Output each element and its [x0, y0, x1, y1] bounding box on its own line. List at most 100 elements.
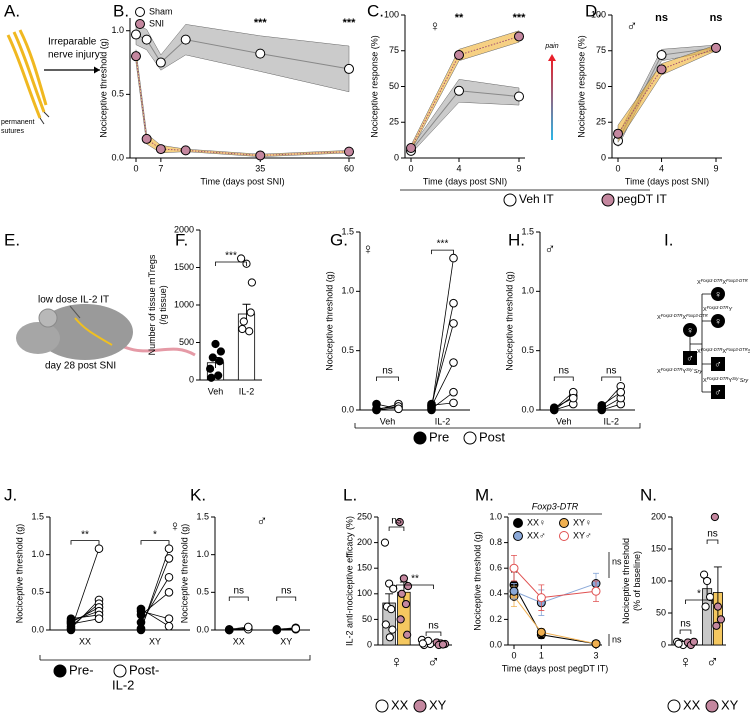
significance-bracket	[276, 596, 297, 601]
significance-bracket	[706, 539, 719, 544]
x-tick-label: 3	[593, 650, 598, 660]
x-tick-label: Veh	[380, 416, 396, 426]
y-tick-label: 0	[189, 374, 194, 384]
point	[656, 64, 667, 75]
pair-line	[140, 592, 170, 616]
y-tick-label: 1.0	[111, 25, 124, 35]
significance-bracket	[396, 584, 434, 589]
legend-label: XY	[721, 697, 739, 712]
sex-symbol: ♀	[714, 317, 722, 328]
sex-symbol: ♂	[544, 241, 555, 258]
y-tick-label: 0.8	[489, 537, 502, 547]
x-tick-label: 4	[456, 163, 461, 173]
note: sutures	[1, 128, 24, 135]
y-axis-title: Number of tissue mTregs	[147, 254, 157, 355]
y-tick-label: 0.5	[31, 587, 44, 597]
x-tick-label: 4	[659, 163, 664, 173]
point	[406, 142, 416, 153]
y-axis-title: IL-2 anti-nociceptive efficacy (%)	[344, 516, 354, 646]
point	[449, 298, 458, 308]
point	[372, 399, 381, 409]
legend-marker	[513, 531, 523, 541]
y-tick-label: 1.5	[196, 511, 209, 521]
y-tick-label: 1.5	[521, 226, 534, 236]
legend-label: Pre-	[69, 662, 94, 677]
genotype-sup: Foxp3-DTR	[661, 313, 683, 318]
y-tick-label: 0	[367, 639, 372, 649]
error-band	[135, 23, 350, 93]
point	[238, 324, 247, 334]
x-tick-label: 0	[133, 163, 138, 173]
x-axis-title: Time (days post SNI)	[625, 176, 709, 186]
x-tick-label: XX	[79, 636, 91, 646]
y-tick-label: 1.0	[31, 549, 44, 559]
panel-a: A. Irreparable nerve injury permanent su…	[1, 1, 100, 135]
genotype-sup: Foxp3-DTR	[686, 313, 708, 318]
x-tick-label: 9	[713, 163, 718, 173]
point	[246, 308, 255, 317]
significance: ns	[281, 586, 292, 597]
point	[395, 518, 404, 527]
genotype-base: X	[697, 349, 701, 355]
point	[394, 404, 403, 414]
point	[549, 403, 559, 412]
point	[94, 614, 104, 624]
y-axis-title: Nociceptive threshold (g)	[14, 524, 24, 624]
y-tick-label: 1.0	[489, 511, 502, 521]
label: low dose IL-2 IT	[38, 295, 109, 306]
legend-marker	[559, 531, 569, 541]
pair-line	[140, 577, 170, 623]
point	[245, 327, 254, 336]
x-tick-label: Veh	[556, 416, 572, 426]
genotype-sup: Foxp3-DTR	[726, 278, 748, 283]
sex-symbol: ♂	[714, 360, 722, 371]
y-axis-title: Nociceptive threshold (g)	[179, 524, 189, 624]
genotype-base: Y	[682, 369, 686, 375]
y-axis-title: Nociceptive threshold (g)	[472, 531, 482, 631]
annotation: pain	[544, 43, 558, 50]
female-icon	[683, 323, 697, 337]
x-tick-label: IL-2	[239, 386, 255, 396]
legend-label: XX	[683, 697, 701, 712]
x-tick-label: 0	[408, 163, 413, 173]
pair-line	[140, 608, 170, 627]
sex-symbol: ♀	[362, 241, 373, 258]
significance: ns	[710, 12, 723, 24]
legend-marker	[559, 518, 569, 528]
genotype-base: X	[703, 378, 707, 384]
pair-line	[70, 599, 100, 629]
y-tick-label: 1000	[174, 299, 194, 309]
genotype-label: XFoxp3-DTRXFoxp3-DTR	[657, 313, 708, 322]
y-tick-label: 100	[651, 575, 666, 585]
y-tick-label: 100	[591, 9, 606, 19]
panel-letter: M.	[475, 485, 494, 504]
genotype-sup: Sry-	[732, 376, 740, 381]
y-tick-label: 25	[596, 117, 606, 127]
pain-arrow-head	[548, 54, 556, 61]
legend-label: Post	[479, 429, 505, 444]
point	[215, 357, 224, 366]
point	[247, 278, 256, 287]
panel-letter: C.	[367, 1, 384, 20]
point	[272, 625, 282, 635]
x-tick-label: 1	[539, 650, 544, 660]
y-tick-label: 75	[389, 45, 399, 55]
point	[438, 640, 448, 649]
genotype-base: Sry	[740, 378, 750, 384]
x-axis-title: Time (days post SNI)	[423, 176, 507, 186]
label: Irreparable	[48, 37, 97, 48]
y-tick-label: 100	[357, 588, 372, 598]
point	[141, 133, 152, 144]
y-tick-label: 0	[394, 152, 399, 162]
genotype-base: X	[703, 307, 707, 313]
legend-bracket	[39, 655, 311, 661]
significance: ns	[655, 12, 668, 24]
point	[401, 599, 411, 609]
point	[591, 586, 601, 596]
genotype-sup: Foxp3-DTR	[726, 347, 748, 352]
point	[591, 639, 601, 649]
pointer	[69, 305, 81, 319]
legend-marker	[375, 699, 389, 713]
x-tick-label: 9	[516, 163, 521, 173]
genotype-base: Sry	[748, 349, 750, 355]
